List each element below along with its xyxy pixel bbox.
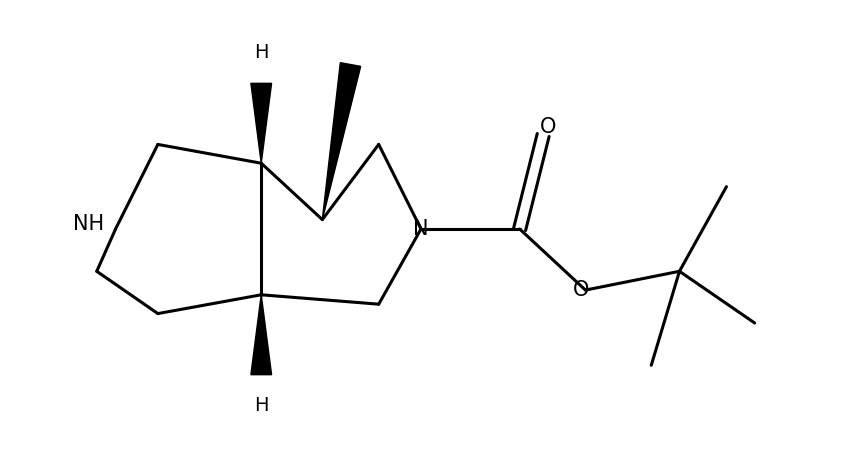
Text: H: H	[254, 396, 269, 415]
Text: H: H	[254, 43, 269, 62]
Text: N: N	[413, 219, 429, 239]
Text: NH: NH	[73, 214, 104, 234]
Polygon shape	[251, 295, 272, 375]
Polygon shape	[251, 83, 272, 163]
Text: O: O	[540, 118, 556, 137]
Text: O: O	[573, 280, 589, 300]
Polygon shape	[322, 63, 360, 219]
